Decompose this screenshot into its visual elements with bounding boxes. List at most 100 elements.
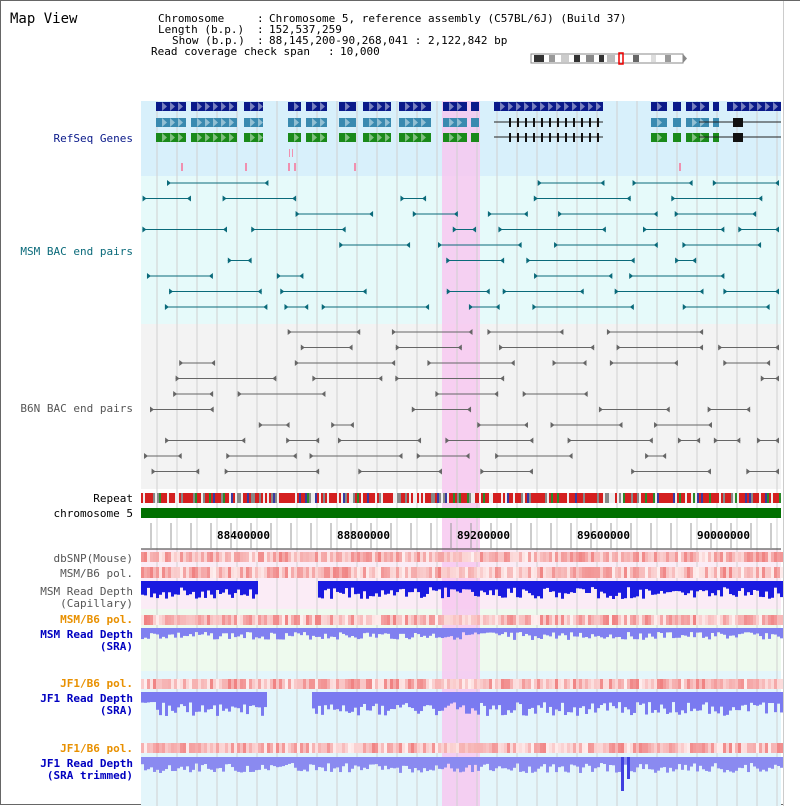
heat-cell	[651, 552, 654, 562]
heat-cell	[438, 567, 441, 578]
heat-cell	[288, 552, 291, 562]
track-label-msm-bac[interactable]: MSM BAC end pairs	[20, 245, 133, 258]
depth-bar	[201, 628, 204, 634]
heat-cell	[489, 679, 492, 689]
depth-bar	[615, 628, 618, 637]
repeat-element	[391, 493, 393, 503]
depth-bar	[141, 581, 144, 595]
heat-cell	[402, 567, 405, 578]
heat-cell	[543, 743, 546, 753]
repeat-element	[657, 493, 659, 503]
heat-cell	[492, 615, 495, 625]
depth-bar	[213, 757, 216, 772]
repeat-element	[709, 493, 711, 503]
depth-bar	[345, 628, 348, 635]
depth-bar	[312, 757, 315, 765]
heat-cell	[171, 552, 174, 562]
depth-bar	[159, 581, 162, 595]
heat-cell	[735, 743, 738, 753]
depth-bar	[408, 757, 411, 769]
gene-exon	[557, 118, 559, 127]
heat-cell	[762, 743, 765, 753]
track-label-refseq[interactable]: RefSeq Genes	[54, 132, 133, 145]
heat-cell	[468, 567, 471, 578]
repeat-element	[379, 493, 381, 503]
heat-cell	[174, 679, 177, 689]
repeat-track[interactable]	[141, 493, 781, 503]
repeat-element	[415, 493, 417, 503]
repeat-element	[625, 493, 627, 503]
heat-cell	[558, 552, 561, 562]
repeat-element	[647, 493, 649, 503]
heat-cell	[330, 552, 333, 562]
depth-bar	[525, 581, 528, 591]
repeat-element	[559, 493, 561, 503]
depth-bar	[537, 692, 540, 705]
track-label-b6n-bac[interactable]: B6N BAC end pairs	[20, 402, 133, 415]
heat-cell	[609, 567, 612, 578]
heat-cell	[237, 743, 240, 753]
msm-b6-pol-heat-track-2[interactable]	[141, 615, 783, 625]
repeat-element	[181, 493, 183, 503]
heat-cell	[321, 743, 324, 753]
heat-cell	[186, 615, 189, 625]
heat-cell	[363, 615, 366, 625]
depth-bar	[264, 692, 267, 707]
repeat-element	[479, 493, 481, 503]
dbsnp-heat-track[interactable]	[141, 552, 783, 562]
depth-bar	[546, 757, 549, 772]
jf1-b6-pol-heat-track-2[interactable]	[141, 743, 783, 753]
jf1-b6-pol-heat-track-1[interactable]	[141, 679, 783, 689]
heat-cell	[264, 552, 267, 562]
repeat-element	[467, 493, 469, 503]
msm-b6-pol-heat-track-1[interactable]	[141, 567, 783, 578]
heat-cell	[150, 615, 153, 625]
heat-cell	[591, 679, 594, 689]
repeat-element	[575, 493, 577, 503]
heat-cell	[411, 679, 414, 689]
depth-bar	[765, 581, 768, 592]
heat-cell	[450, 615, 453, 625]
heat-cell	[486, 615, 489, 625]
heat-cell	[219, 743, 222, 753]
track-label-chromosome[interactable]: chromosome 5	[54, 507, 133, 520]
heat-cell	[279, 552, 282, 562]
depth-bar	[510, 757, 513, 771]
heat-cell	[771, 552, 774, 562]
chromosome-ideogram[interactable]	[531, 53, 687, 64]
repeat-element	[525, 493, 527, 503]
chromosome-bar[interactable]	[141, 508, 781, 518]
heat-cell	[633, 552, 636, 562]
track-label-msm-b6-pol[interactable]: MSM/B6 pol.	[60, 567, 133, 580]
depth-bar	[300, 628, 303, 635]
track-label-repeat[interactable]: Repeat	[93, 492, 133, 505]
heat-cell	[276, 552, 279, 562]
depth-bar	[633, 757, 636, 772]
heat-cell	[561, 679, 564, 689]
track-label-msm-b6-pol-2[interactable]: MSM/B6 pol.	[60, 613, 133, 626]
heat-cell	[741, 567, 744, 578]
heat-cell	[180, 615, 183, 625]
depth-bar	[525, 628, 528, 634]
heat-cell	[192, 615, 195, 625]
track-label-jf1-b6-pol[interactable]: JF1/B6 pol.	[60, 677, 133, 690]
repeat-element	[607, 493, 609, 503]
depth-bar	[522, 757, 525, 771]
depth-bar	[588, 628, 591, 638]
repeat-element	[687, 493, 689, 503]
depth-bar	[540, 628, 543, 639]
heat-cell	[555, 743, 558, 753]
depth-bar	[408, 692, 411, 707]
depth-bar	[456, 757, 459, 769]
depth-bar	[234, 581, 237, 593]
track-label-dbsnp[interactable]: dbSNP(Mouse)	[54, 552, 133, 565]
vertical-scrollbar[interactable]	[783, 1, 800, 806]
track-label-jf1-b6-pol-2[interactable]: JF1/B6 pol.	[60, 742, 133, 755]
heat-cell	[393, 552, 396, 562]
heat-cell	[267, 679, 270, 689]
heat-cell	[294, 552, 297, 562]
depth-bar	[333, 692, 336, 710]
depth-bar	[477, 581, 480, 597]
depth-bar	[675, 581, 678, 591]
heat-cell	[303, 679, 306, 689]
